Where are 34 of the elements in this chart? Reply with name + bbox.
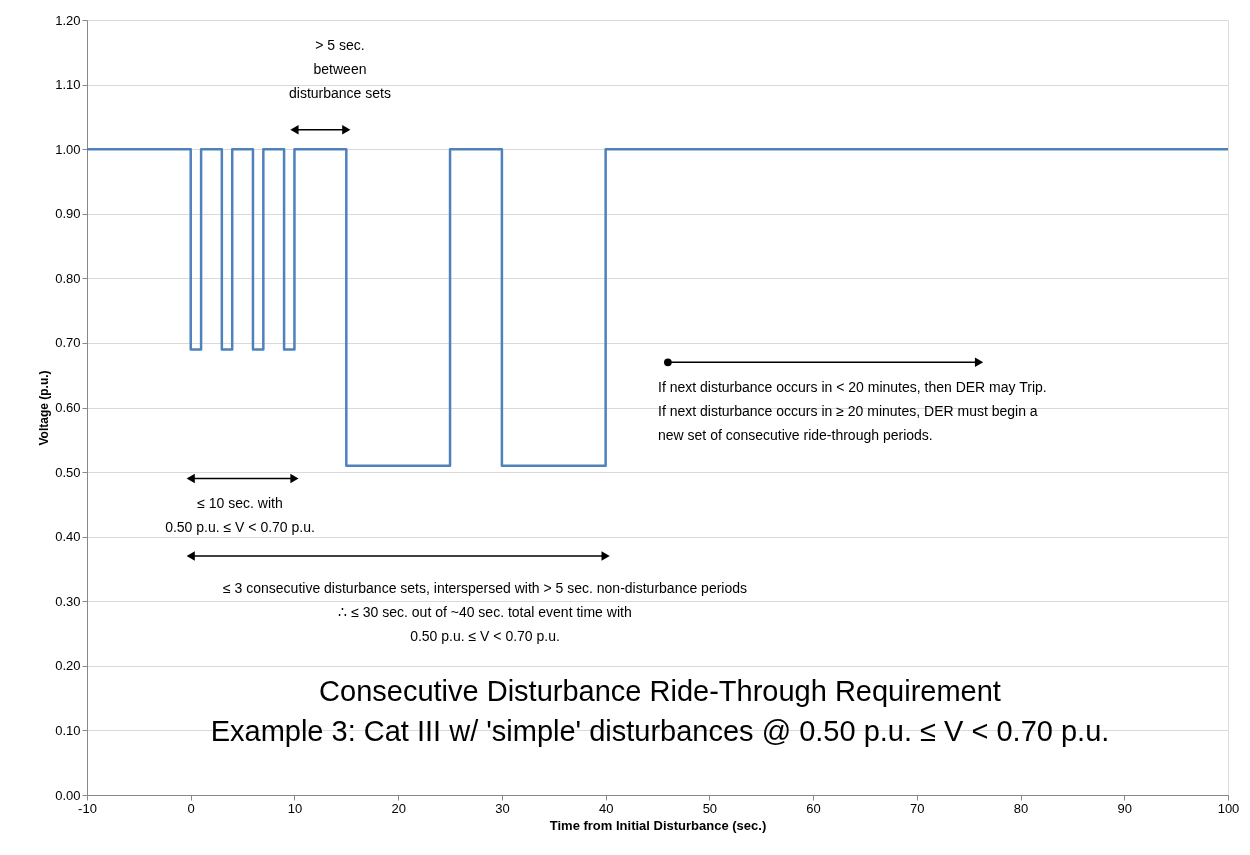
y-tick-label: 1.20 [55, 12, 81, 28]
y-tick-label: 0.70 [55, 335, 81, 351]
annotation: ≤ 3 consecutive disturbance sets, interspersed with > 5 sec. non-disturbance periods ∴ ≤ 30 sec. out of ~40 sec. total event time with 0.50 p.u. ≤ V < 0.70 p.u. [222, 580, 748, 644]
annotation: > 5 sec. between disturbance sets [289, 37, 391, 101]
x-tick-label: 70 [910, 800, 925, 816]
x-tick-label: -10 [78, 800, 97, 816]
x-tick-label: 20 [391, 800, 406, 816]
x-tick-label: 100 [1217, 800, 1240, 816]
y-tick-label: 0.80 [55, 270, 81, 286]
y-tick-label: 0.00 [55, 787, 81, 803]
y-tick-label: 0.20 [55, 658, 81, 674]
annotation: If next disturbance occurs in < 20 minutes, then DER may Trip. If next disturbance occurs in ≥ 20 minutes, DER must begin a new set of consecutive ride-through periods. [658, 379, 1047, 443]
x-tick-label: 80 [1013, 800, 1029, 816]
x-tick-label: 60 [806, 800, 821, 816]
text: Example 3: Cat III w/ 'simple' disturbances @ 0.50 p.u. ≤ V < 0.70 p.u. [210, 715, 1110, 747]
text: Consecutive Disturbance Ride-Through Requirement [319, 675, 1001, 707]
x-tick-label: 0 [187, 800, 195, 816]
y-tick-label: 0.50 [55, 464, 81, 480]
x-tick-label: 40 [598, 800, 614, 816]
x-tick-label: 10 [287, 800, 303, 816]
x-tick-label: 50 [702, 800, 718, 816]
x-tick-label: 90 [1117, 800, 1133, 816]
y-tick-label: 1.10 [55, 77, 81, 93]
y-tick-label: 0.10 [55, 722, 81, 738]
y-tick-label: 0.60 [55, 400, 81, 415]
y-tick-label: 0.40 [55, 529, 81, 545]
y-tick-label: 0.30 [55, 593, 81, 609]
x-tick-label: 30 [495, 800, 510, 816]
y-tick-label: 0.90 [55, 206, 81, 222]
annotation: ≤ 10 sec. with 0.50 p.u. ≤ V < 0.70 p.u. [165, 495, 315, 535]
point [664, 358, 672, 367]
y-tick-label: 1.00 [55, 141, 81, 157]
y-axis-title: Voltage (p.u.) [37, 370, 52, 446]
x-axis-title: Time from Initial Disturbance (sec.) [549, 817, 767, 833]
